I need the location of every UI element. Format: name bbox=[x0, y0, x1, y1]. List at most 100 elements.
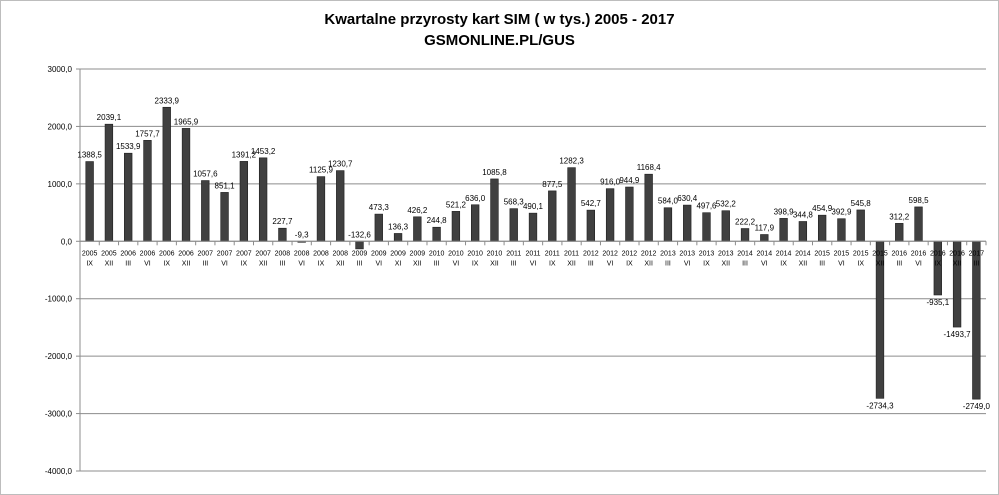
x-tick-label-quarter: XII bbox=[182, 260, 191, 267]
x-tick-label-year: 2006 bbox=[159, 250, 175, 257]
bar bbox=[779, 218, 788, 242]
x-tick-label-quarter: VI bbox=[838, 260, 845, 267]
x-tick-label-year: 2014 bbox=[757, 250, 773, 257]
chart-title: Kwartalne przyrosty kart SIM ( w tys.) 2… bbox=[324, 11, 675, 28]
bar bbox=[278, 227, 287, 242]
bar bbox=[104, 123, 114, 242]
bar bbox=[220, 192, 229, 242]
data-label: -132,6 bbox=[348, 230, 371, 239]
x-tick-label-year: 2012 bbox=[583, 250, 599, 257]
x-tick-label-year: 2015 bbox=[853, 250, 869, 257]
data-label: 584,0 bbox=[658, 197, 679, 206]
y-tick-label: 2000,0 bbox=[48, 122, 73, 131]
bar bbox=[644, 173, 653, 242]
x-tick-label-year: 2005 bbox=[82, 250, 98, 257]
bar bbox=[548, 190, 557, 242]
x-tick-label-quarter: VI bbox=[144, 260, 151, 267]
bar bbox=[702, 212, 711, 242]
x-tick-label-quarter: XII bbox=[876, 260, 885, 267]
x-tick-label-year: 2009 bbox=[390, 250, 406, 257]
x-tick-label-quarter: III bbox=[202, 260, 208, 267]
plot-area bbox=[80, 69, 986, 471]
x-tick-label-quarter: III bbox=[125, 260, 131, 267]
data-label: -2734,3 bbox=[866, 401, 894, 410]
data-label: 916,0 bbox=[600, 178, 621, 187]
bar bbox=[258, 157, 268, 242]
data-label: 222,2 bbox=[735, 218, 756, 227]
x-tick-label-quarter: XII bbox=[799, 260, 808, 267]
x-tick-label-quarter: VI bbox=[684, 260, 691, 267]
bar bbox=[316, 176, 326, 242]
x-tick-label-quarter: IX bbox=[703, 260, 710, 267]
bar bbox=[509, 208, 518, 242]
bar bbox=[490, 178, 499, 242]
x-tick-label-quarter: XII bbox=[953, 260, 962, 267]
y-tick-label: 1000,0 bbox=[48, 180, 73, 189]
bar bbox=[798, 221, 808, 242]
x-tick-label-year: 2010 bbox=[448, 250, 464, 257]
data-label: 1085,8 bbox=[482, 168, 507, 177]
bar bbox=[895, 223, 904, 242]
data-label: -2749,0 bbox=[963, 402, 991, 411]
data-label: 542,7 bbox=[581, 199, 602, 208]
x-tick-label-quarter: III bbox=[511, 260, 517, 267]
x-tick-label-quarter: VI bbox=[298, 260, 305, 267]
x-tick-label-year: 2012 bbox=[641, 250, 657, 257]
data-label: 568,3 bbox=[504, 198, 525, 207]
x-tick-label-year: 2016 bbox=[891, 250, 907, 257]
x-tick-label-year: 2008 bbox=[332, 250, 348, 257]
x-tick-label-year: 2014 bbox=[795, 250, 811, 257]
x-tick-label-quarter: VI bbox=[607, 260, 614, 267]
data-label: 545,8 bbox=[851, 199, 872, 208]
x-tick-label-year: 2013 bbox=[699, 250, 715, 257]
x-tick-label-year: 2007 bbox=[255, 250, 271, 257]
bar bbox=[760, 234, 769, 242]
x-tick-label-quarter: IX bbox=[318, 260, 325, 267]
data-label: -1493,7 bbox=[944, 330, 972, 339]
bar bbox=[683, 204, 692, 242]
x-tick-label-quarter: VI bbox=[375, 260, 382, 267]
data-label: 426,2 bbox=[407, 206, 428, 215]
x-tick-label-quarter: IX bbox=[780, 260, 787, 267]
bar bbox=[567, 167, 576, 242]
bar bbox=[239, 161, 249, 242]
data-label: 497,6 bbox=[696, 202, 717, 211]
data-label: 1230,7 bbox=[328, 160, 353, 169]
x-tick-label-year: 2011 bbox=[506, 250, 521, 257]
x-tick-label-quarter: IX bbox=[934, 260, 941, 267]
x-tick-label-quarter: IX bbox=[86, 260, 93, 267]
bar bbox=[856, 209, 865, 242]
bar bbox=[740, 228, 750, 242]
data-label: 1533,9 bbox=[116, 142, 141, 151]
bar bbox=[393, 233, 403, 242]
data-label: 598,5 bbox=[909, 196, 930, 205]
bar bbox=[336, 170, 345, 242]
y-tick-label: 0,0 bbox=[61, 237, 73, 246]
bar bbox=[605, 188, 615, 242]
x-tick-label-quarter: VI bbox=[453, 260, 460, 267]
x-tick-label-year: 2010 bbox=[429, 250, 445, 257]
x-tick-label-quarter: VI bbox=[530, 260, 537, 267]
bar bbox=[413, 216, 422, 242]
data-label: 473,3 bbox=[369, 203, 390, 212]
bar bbox=[201, 180, 210, 242]
bar bbox=[374, 213, 383, 242]
data-label: 630,4 bbox=[677, 194, 698, 203]
x-tick-label-year: 2013 bbox=[660, 250, 676, 257]
bar bbox=[143, 140, 152, 242]
bar bbox=[721, 210, 730, 242]
x-tick-label-year: 2016 bbox=[930, 250, 946, 257]
y-tick-label: 3000,0 bbox=[48, 65, 73, 74]
x-tick-label-quarter: XII bbox=[413, 260, 422, 267]
x-tick-label-quarter: IX bbox=[626, 260, 633, 267]
bar bbox=[85, 161, 94, 242]
x-tick-label-quarter: VI bbox=[915, 260, 922, 267]
x-tick-label-quarter: IX bbox=[857, 260, 864, 267]
bar bbox=[586, 209, 595, 242]
data-label: 1388,5 bbox=[77, 151, 102, 160]
data-label: 136,3 bbox=[388, 222, 409, 231]
data-label: 851,1 bbox=[215, 181, 236, 190]
data-label: 244,8 bbox=[427, 216, 448, 225]
x-tick-label-year: 2006 bbox=[140, 250, 156, 257]
x-tick-label-year: 2013 bbox=[718, 250, 734, 257]
